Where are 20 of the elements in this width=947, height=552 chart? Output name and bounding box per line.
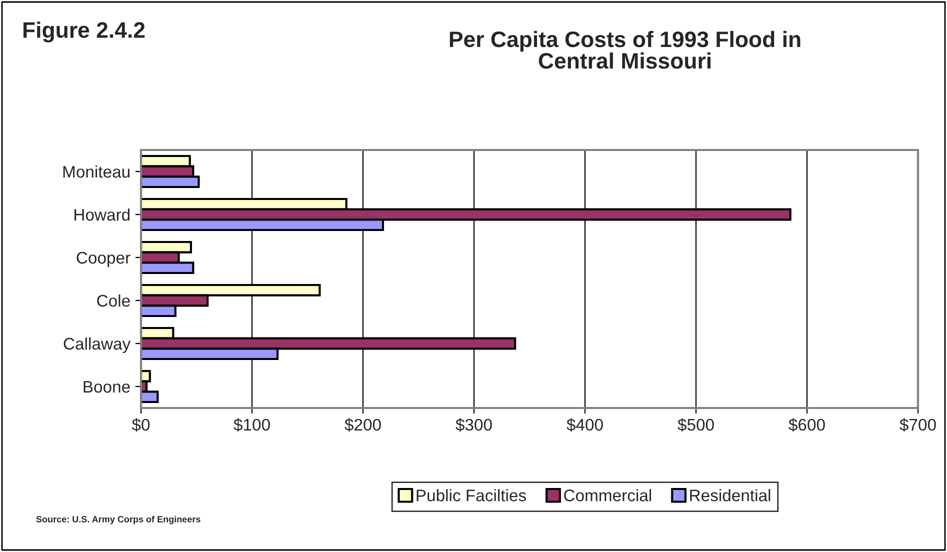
caption: Figure 2.4.2	[23, 22, 145, 42]
y-tick-label: Boone	[84, 381, 130, 393]
y-tick-label: Howard	[74, 208, 130, 221]
x-tick-label: $200	[344, 418, 381, 432]
x-tick-label: $500	[678, 418, 714, 432]
source-note: Source: U.S. Army Corps of Engineers	[36, 516, 200, 524]
y-tick-label: Cooper	[76, 252, 130, 267]
x-tick-label: $700	[900, 418, 936, 432]
legend-label: Commercial	[564, 489, 652, 502]
x-tick-label: $0	[132, 418, 150, 432]
y-tick-label: Moniteau	[63, 165, 130, 178]
x-tick-label: $600	[788, 418, 825, 432]
y-tick-label: Cole	[97, 294, 130, 307]
y-tick-label: Callaway	[64, 337, 131, 353]
legend-label: Public Facilties	[416, 489, 526, 502]
chart-title: Per Capita Costs of 1993 Flood in Central Missouri	[450, 30, 800, 69]
x-tick-label: $300	[456, 418, 492, 432]
legend-label: Residential	[690, 489, 770, 502]
x-tick-label: $100	[234, 418, 270, 432]
x-tick-label: $400	[566, 418, 603, 432]
